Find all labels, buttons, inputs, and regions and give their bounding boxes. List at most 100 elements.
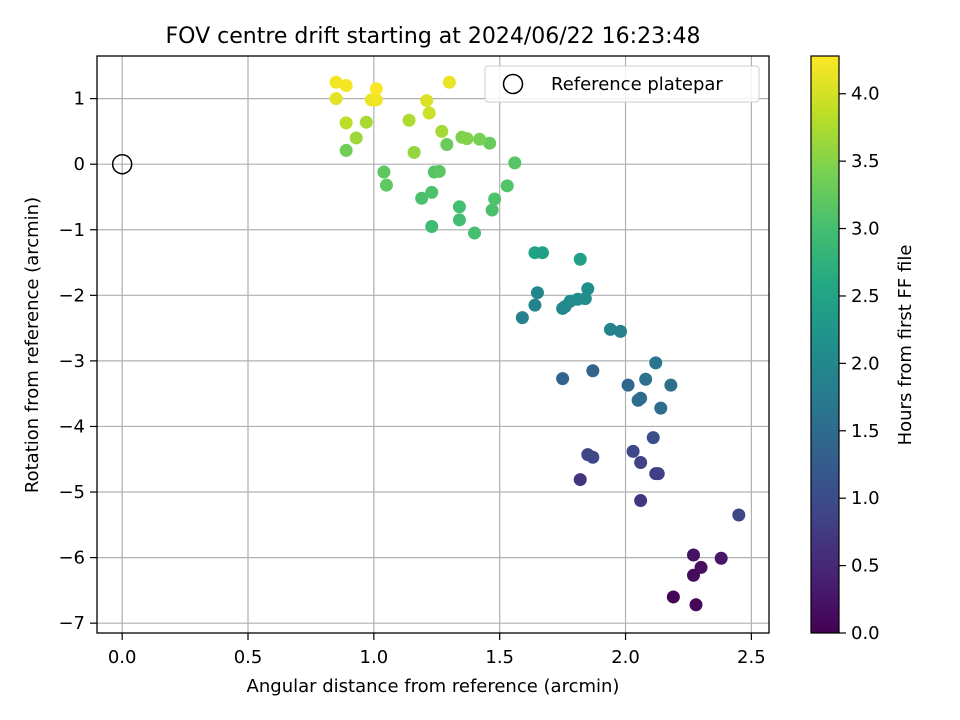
x-axis-label: Angular distance from reference (arcmin) <box>247 676 620 697</box>
legend-label: Reference platepar <box>551 74 723 95</box>
data-point <box>485 203 499 217</box>
y-tick-label: −4 <box>58 416 85 437</box>
data-point <box>339 116 353 130</box>
data-point <box>586 450 600 464</box>
data-point <box>556 372 570 386</box>
data-point <box>586 364 600 378</box>
data-point <box>646 431 660 445</box>
data-point <box>483 136 497 150</box>
colorbar-gradient <box>811 56 839 633</box>
colorbar-tick-label: 2.0 <box>851 353 880 374</box>
data-point <box>442 75 456 89</box>
data-point <box>634 456 648 470</box>
colorbar-label: Hours from first FF file <box>895 245 916 446</box>
data-point <box>634 391 648 405</box>
data-point <box>603 322 617 336</box>
data-points <box>329 75 746 612</box>
data-point <box>649 356 663 370</box>
data-point <box>422 106 436 120</box>
data-point <box>535 246 549 260</box>
grid <box>97 56 769 633</box>
colorbar-tick-label: 0.0 <box>851 623 880 644</box>
y-tick-label: −2 <box>58 285 85 306</box>
x-axis-ticks: 0.0 0.5 1.0 1.5 2.0 2.5 <box>108 633 766 668</box>
data-point <box>651 467 665 481</box>
y-tick-label: −6 <box>58 548 85 569</box>
y-tick-label: −7 <box>58 613 85 634</box>
x-tick-label: 2.0 <box>611 647 640 668</box>
colorbar-tick-label: 4.0 <box>851 84 880 105</box>
data-point <box>329 92 343 106</box>
x-tick-label: 0.0 <box>108 647 137 668</box>
data-point <box>654 401 668 415</box>
data-point <box>425 219 439 233</box>
y-tick-label: −5 <box>58 482 85 503</box>
x-tick-label: 2.5 <box>737 647 766 668</box>
data-point <box>573 473 587 487</box>
colorbar-tick-label: 1.5 <box>851 421 880 442</box>
data-point <box>460 132 474 146</box>
data-point <box>578 292 592 306</box>
data-point <box>666 590 680 604</box>
data-point <box>621 378 635 392</box>
colorbar: 0.0 0.5 1.0 1.5 2.0 2.5 3.0 3.5 4.0 Hours from f… <box>810 55 916 644</box>
data-point <box>639 372 653 386</box>
y-tick-label: 0 <box>74 154 85 175</box>
y-tick-label: 1 <box>74 89 85 110</box>
legend-reference-marker <box>502 73 524 95</box>
x-tick-label: 1.0 <box>360 647 389 668</box>
data-point <box>614 324 628 338</box>
y-axis-label: Rotation from reference (arcmin) <box>22 197 43 493</box>
x-tick-label: 1.5 <box>485 647 514 668</box>
colorbar-tick-label: 3.0 <box>851 219 880 240</box>
data-point <box>440 138 454 152</box>
data-point <box>528 298 542 312</box>
data-point <box>473 132 487 146</box>
data-point <box>515 311 529 325</box>
data-point <box>689 598 703 612</box>
reference-platepar-marker <box>111 153 133 175</box>
colorbar-tick-label: 1.0 <box>851 488 880 509</box>
legend: Reference platepar <box>484 65 760 103</box>
chart-title: FOV centre drift starting at 2024/06/22 … <box>166 24 701 49</box>
colorbar-tick-label: 0.5 <box>851 556 880 577</box>
data-point <box>508 156 522 170</box>
data-point <box>581 282 595 296</box>
data-point <box>349 131 363 145</box>
data-point <box>377 165 391 179</box>
data-point <box>732 508 746 522</box>
data-point <box>415 191 429 205</box>
y-tick-label: −1 <box>58 220 85 241</box>
data-point <box>530 286 544 300</box>
data-point <box>339 79 353 93</box>
data-point <box>420 94 434 108</box>
data-point <box>425 185 439 199</box>
data-point <box>339 143 353 157</box>
data-point <box>664 378 678 392</box>
colorbar-tick-label: 3.5 <box>851 151 880 172</box>
data-point <box>686 548 700 562</box>
plot-frame <box>96 55 770 634</box>
data-point <box>379 178 393 192</box>
colorbar-ticks: 0.0 0.5 1.0 1.5 2.0 2.5 3.0 3.5 4.0 <box>839 84 880 644</box>
data-point <box>369 93 383 107</box>
y-axis-ticks: 1 0 −1 −2 −3 −4 −5 −6 −7 <box>58 89 97 634</box>
data-point <box>452 200 466 214</box>
colorbar-frame <box>810 55 840 634</box>
data-point <box>435 124 449 138</box>
data-point <box>432 164 446 178</box>
x-tick-label: 0.5 <box>234 647 263 668</box>
data-point <box>626 444 640 458</box>
data-point <box>369 82 383 96</box>
legend-box <box>484 65 760 103</box>
data-point <box>500 179 514 193</box>
data-point <box>714 551 728 565</box>
data-point <box>407 145 421 159</box>
data-point <box>694 560 708 574</box>
data-point <box>488 192 502 206</box>
colorbar-tick-label: 2.5 <box>851 286 880 307</box>
data-point <box>359 115 373 129</box>
data-point <box>468 226 482 240</box>
data-point <box>634 494 648 508</box>
